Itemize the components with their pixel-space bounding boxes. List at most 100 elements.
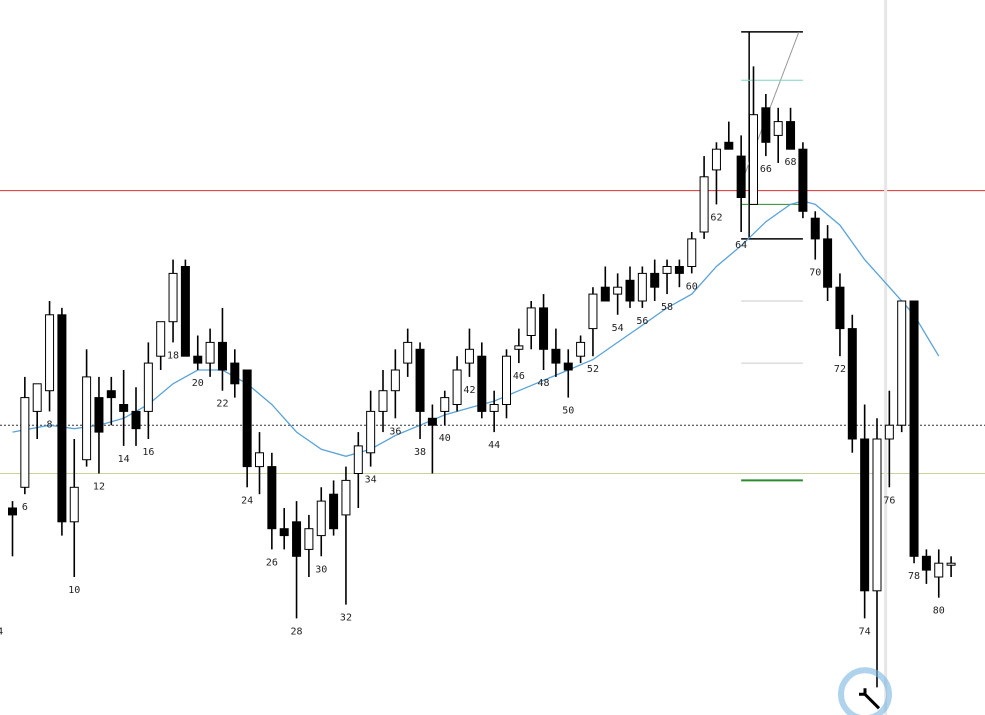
candle-body-bear [551, 348, 561, 364]
candle-body-bull [366, 410, 376, 454]
candle-body-bull [687, 238, 697, 267]
candle-body-bear [193, 355, 203, 364]
candle [921, 549, 931, 584]
candle [205, 328, 215, 377]
candle-body-bull [452, 369, 462, 405]
candle [242, 369, 252, 488]
candle [526, 301, 536, 350]
candle-body-bull [576, 341, 586, 357]
bar-label: 58 [661, 302, 673, 313]
candle-body-bear [823, 238, 833, 288]
candle-body-bull [205, 341, 215, 364]
candle-body-bear [736, 155, 746, 199]
candle-body-bull [341, 479, 351, 516]
candle-body-bear [94, 397, 104, 433]
candle [934, 549, 944, 598]
candle-body-bull [699, 176, 709, 233]
bar-label: 48 [538, 378, 550, 389]
bar-label: 66 [760, 164, 772, 175]
candle-body-bull [378, 390, 388, 412]
candle-body-bear [625, 279, 635, 302]
bar-label: 24 [241, 495, 253, 506]
candle [464, 328, 474, 377]
bar-label: 38 [414, 447, 426, 458]
candle-body-bear [600, 286, 610, 302]
candle [539, 294, 549, 370]
candle-body-bull [588, 293, 598, 330]
candle-body-bull [464, 348, 474, 364]
candle [415, 342, 425, 439]
candle [403, 328, 413, 377]
candle [452, 356, 462, 412]
bar-label: 52 [587, 364, 599, 375]
click-highlight-ring [838, 667, 892, 715]
candle [502, 349, 511, 419]
candle [514, 328, 524, 364]
candle-body-bear [477, 355, 487, 412]
candle-body-bull [440, 397, 450, 412]
bar-label: 18 [167, 350, 179, 361]
bar-label: 32 [340, 613, 352, 624]
candle [674, 259, 684, 288]
bar-label: 46 [513, 371, 525, 382]
candle-body-bear [230, 362, 240, 385]
candle [32, 383, 42, 439]
candle [637, 266, 647, 308]
bar-label: 36 [389, 426, 401, 437]
candle [860, 404, 870, 619]
bar-label: 34 [365, 475, 377, 486]
candle-body-bull [897, 300, 907, 426]
candle [551, 328, 561, 377]
candle-body-bear [674, 266, 684, 274]
candle-body-bull [637, 272, 647, 302]
candle-body-bull [255, 452, 264, 468]
candle-body-bear [415, 348, 425, 412]
candle-body-bull [316, 500, 326, 537]
candle [835, 273, 845, 357]
candle [366, 390, 376, 467]
candle [217, 307, 227, 391]
candle-body-bear [835, 286, 845, 330]
candle-body-bull [489, 404, 499, 412]
candle [773, 107, 783, 163]
candle [353, 432, 363, 508]
bar-label: 62 [710, 212, 722, 223]
candle [440, 390, 450, 426]
candle-body-bear [650, 272, 660, 288]
candle [255, 432, 264, 495]
candle-body-bear [106, 390, 116, 399]
candle-body-bull [304, 528, 314, 550]
bar-label: 28 [291, 626, 303, 637]
candle [94, 376, 104, 474]
candle [427, 404, 437, 474]
candle-body-bull [156, 321, 166, 357]
candle [872, 418, 882, 688]
bar-label: 64 [735, 240, 747, 251]
bar-label: 20 [192, 378, 204, 389]
candle-body-bull [872, 438, 882, 592]
bar-label: 14 [118, 454, 130, 465]
candle-body-bull [403, 341, 413, 364]
candle [57, 307, 67, 536]
candle [193, 335, 203, 370]
candle [613, 273, 623, 315]
candle-body-bull [168, 272, 178, 323]
candle [341, 466, 351, 605]
candle-body-bear [909, 300, 919, 557]
candle [8, 501, 17, 557]
candle [687, 232, 697, 274]
candle-body-bear [267, 466, 277, 530]
candle [699, 156, 709, 239]
candle-body-bull [82, 376, 92, 461]
candle [650, 259, 660, 301]
candle [143, 342, 153, 439]
bar-label: 72 [834, 364, 846, 375]
candle-body-bear [563, 362, 573, 371]
candle-body-bull [934, 562, 944, 578]
candle-body-bull [711, 148, 721, 171]
bar-label: 40 [439, 433, 451, 444]
bar-label: 4 [0, 626, 3, 637]
candle [563, 349, 573, 398]
bar-label: 22 [216, 399, 228, 410]
